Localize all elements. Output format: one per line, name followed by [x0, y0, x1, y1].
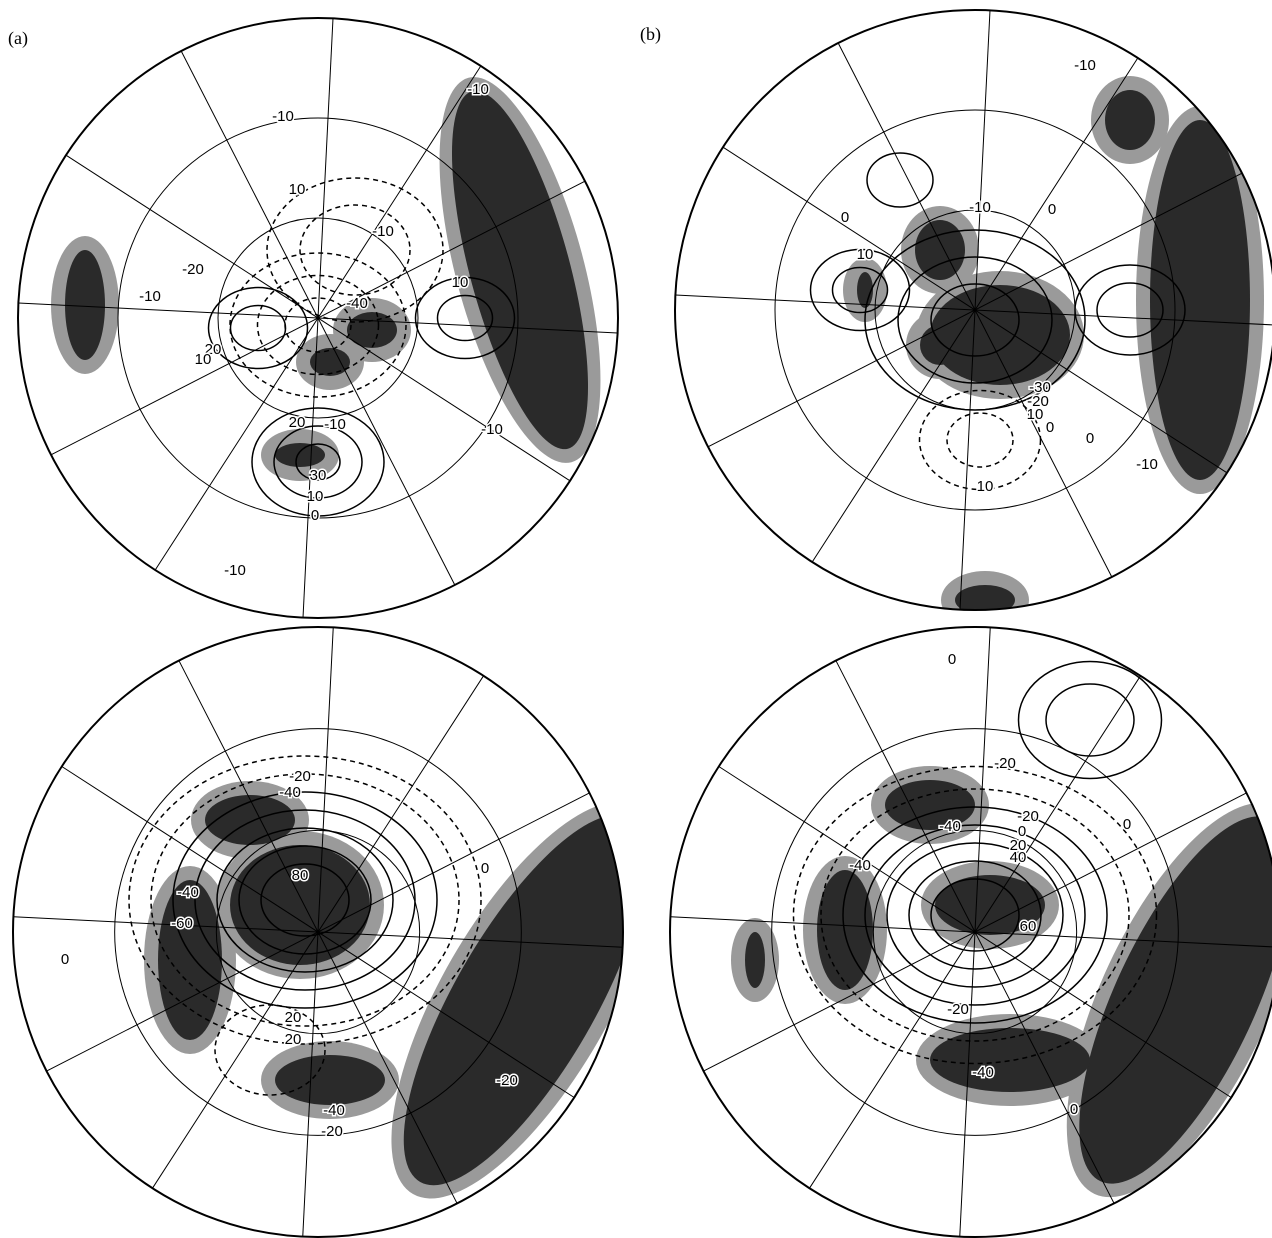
contour-label: -10 — [324, 416, 346, 433]
contour-label: 10 — [289, 181, 306, 198]
contour-label: 0 — [481, 860, 489, 877]
contour-label: -60 — [171, 915, 193, 932]
contour-label: -10 — [1074, 57, 1096, 74]
shading-dark — [930, 1028, 1090, 1092]
contour-label: 80 — [292, 867, 309, 884]
contour-label: -40 — [177, 884, 199, 901]
shading-dark — [359, 783, 690, 1217]
shading-dark — [915, 220, 965, 280]
contour-label: -10 — [969, 199, 991, 216]
polar-map — [675, 10, 1272, 629]
contour-label: -10 — [481, 421, 503, 438]
contour-label: -20 — [321, 1123, 343, 1140]
contour-label: -10 — [139, 288, 161, 305]
contour-label: 10 — [307, 488, 324, 505]
contour-label: -10 — [372, 223, 394, 240]
contour-label: -10 — [224, 562, 246, 579]
shading-dark — [424, 78, 616, 461]
contour-label: -40 — [323, 1102, 345, 1119]
contour-label: 0 — [948, 651, 956, 668]
contour-label: 40 — [1010, 849, 1027, 866]
contour-label: 0 — [61, 951, 69, 968]
shading-dark — [1105, 90, 1155, 150]
contour-label: 0 — [1070, 1101, 1078, 1118]
contour-label: -40 — [849, 857, 871, 874]
polar-map — [13, 627, 709, 1236]
panel-label: (b) — [640, 24, 661, 45]
contour-label: 10 — [452, 274, 469, 291]
panel-label: (a) — [8, 28, 28, 49]
contour-label: 60 — [1020, 918, 1037, 935]
contour-label: -40 — [279, 784, 301, 801]
contour — [231, 306, 286, 351]
figure: (a) (b) -10 -10 10 -20 -10 -10 10 -40 20 10 -10 20 3… — [0, 0, 1272, 1238]
contour-label: 30 — [310, 467, 327, 484]
shading-dark — [1150, 120, 1250, 480]
shading-dark — [275, 443, 325, 467]
polar-map — [18, 18, 633, 617]
contour-label: 0 — [1123, 816, 1131, 833]
contour-label: -20 — [182, 261, 204, 278]
contour-label: -10 — [1136, 456, 1158, 473]
shading-dark — [745, 932, 765, 988]
contour-label: -20 — [496, 1072, 518, 1089]
contour-label: 0 — [1046, 419, 1054, 436]
polar-map — [670, 627, 1272, 1236]
contour-label: 10 — [195, 351, 212, 368]
contour-label: -20 — [289, 768, 311, 785]
contour — [1046, 684, 1134, 756]
contour-label: 10 — [1027, 406, 1044, 423]
shading-dark — [920, 325, 960, 365]
contour — [1019, 662, 1162, 779]
contour-label: 0 — [311, 507, 319, 524]
contour-label: 0 — [841, 209, 849, 226]
contour-label: 20 — [289, 414, 306, 431]
contour-label: -20 — [947, 1001, 969, 1018]
shading-dark — [885, 780, 975, 830]
shading-dark — [347, 312, 397, 348]
contour-label: -40 — [972, 1064, 994, 1081]
contour-label: 10 — [857, 246, 874, 263]
contour-label: -20 — [994, 755, 1016, 772]
shading-dark — [275, 1055, 385, 1105]
shading-dark — [65, 250, 105, 360]
contour-label: -40 — [346, 295, 368, 312]
contour — [867, 153, 933, 207]
contour-label: 10 — [977, 478, 994, 495]
contour-label: -40 — [939, 818, 961, 835]
contour — [947, 413, 1013, 467]
contour-label: 20 — [285, 1031, 302, 1048]
contour-label: -10 — [467, 81, 489, 98]
shading-dark — [158, 880, 222, 1040]
contour-label: 0 — [1048, 201, 1056, 218]
contour — [209, 288, 308, 369]
contour-label: 20 — [285, 1009, 302, 1026]
contour-label: 0 — [1086, 430, 1094, 447]
contour-label: -10 — [272, 108, 294, 125]
